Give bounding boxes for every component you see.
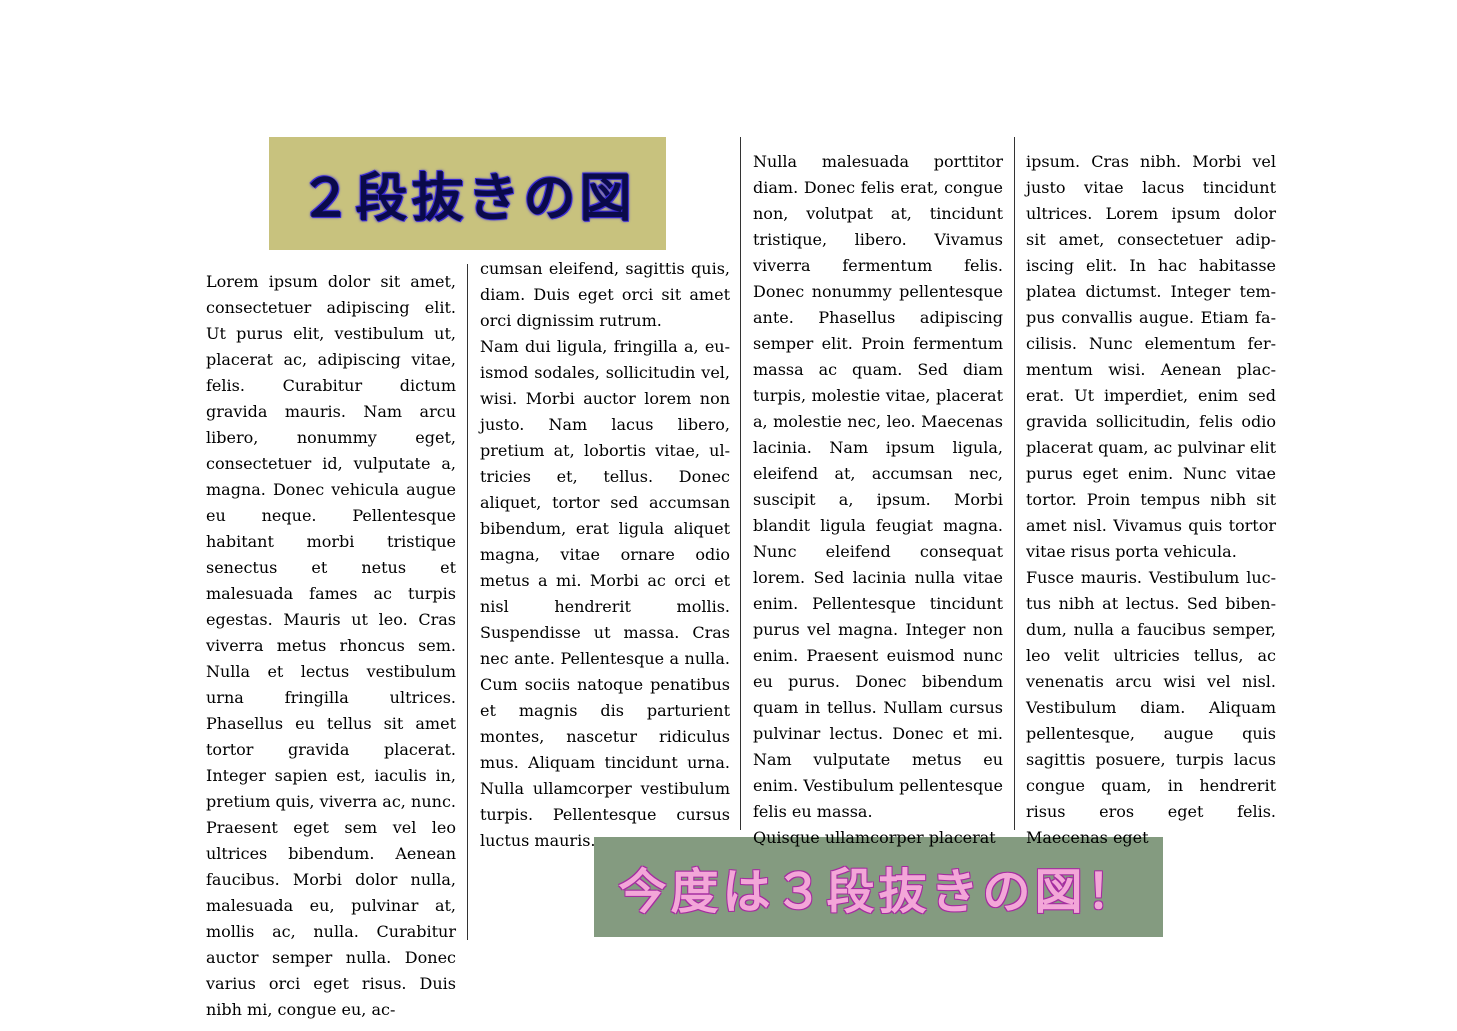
column-rule-2: [740, 137, 741, 830]
column-rule-1: [467, 264, 468, 940]
text-column-4: ipsum. Cras nibh. Morbi vel justo vitae …: [1026, 149, 1276, 851]
paragraph: Quisque ullamcorper placerat: [753, 828, 996, 847]
paragraph: Nulla malesuada porttitor diam. Donec fe…: [753, 152, 1003, 821]
paragraph: Fusce mauris. Vestibulum luc­tus nibh at…: [1026, 568, 1276, 847]
text-column-2: cumsan eleifend, sagittis quis, diam. Du…: [480, 256, 730, 854]
text-column-1: Lorem ipsum dolor sit amet, consectetuer…: [206, 269, 456, 1023]
paragraph: Lorem ipsum dolor sit amet, consectetuer…: [206, 272, 456, 1019]
two-column-figure: ２段抜きの図: [269, 137, 666, 250]
paragraph: Nam dui ligula, fringilla a, eu­ismod so…: [480, 337, 730, 850]
three-column-figure-caption: 今度は３段抜きの図！: [618, 864, 1139, 920]
text-column-3: Nulla malesuada porttitor diam. Donec fe…: [753, 149, 1003, 851]
two-column-figure-caption: ２段抜きの図: [299, 169, 636, 229]
column-rule-3: [1014, 137, 1015, 830]
three-column-figure: 今度は３段抜きの図！: [594, 837, 1163, 937]
paragraph: cumsan eleifend, sagittis quis, diam. Du…: [480, 259, 730, 330]
paragraph: ipsum. Cras nibh. Morbi vel justo vitae …: [1026, 152, 1276, 561]
